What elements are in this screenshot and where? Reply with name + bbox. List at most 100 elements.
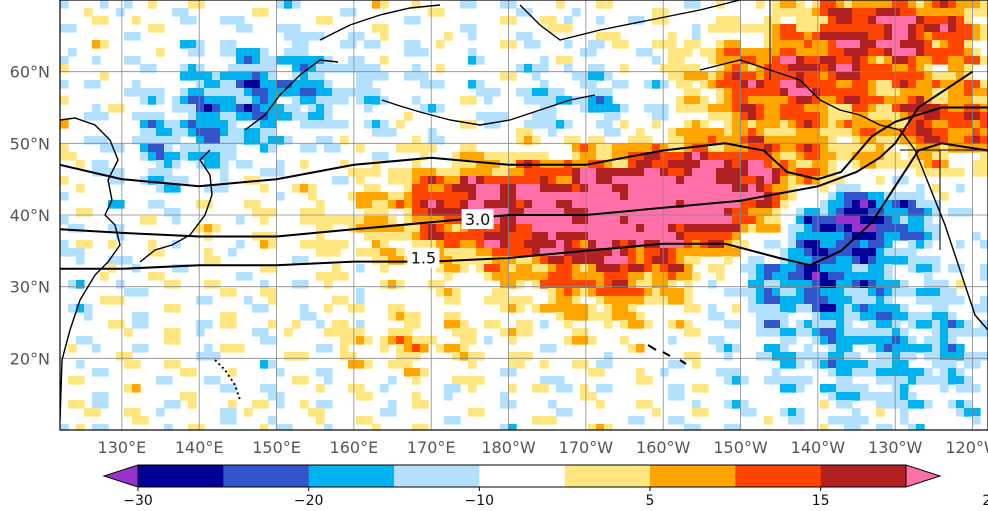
anomaly-cell	[316, 232, 325, 241]
anomaly-cell	[108, 296, 117, 305]
anomaly-cell	[508, 360, 517, 369]
anomaly-cell	[220, 96, 229, 105]
anomaly-cell	[924, 312, 933, 321]
anomaly-cell	[468, 96, 477, 105]
longitude-tick-label: 170°E	[407, 438, 456, 457]
anomaly-cell	[692, 184, 701, 193]
anomaly-cell	[356, 216, 365, 225]
anomaly-cell	[292, 24, 301, 33]
anomaly-cell	[156, 152, 165, 161]
anomaly-cell	[980, 264, 988, 273]
anomaly-cell	[540, 112, 549, 121]
anomaly-cell	[876, 136, 885, 145]
anomaly-cell	[612, 216, 621, 225]
anomaly-cell	[372, 208, 381, 217]
anomaly-cell	[260, 424, 269, 430]
anomaly-cell	[740, 408, 749, 417]
anomaly-cell	[764, 224, 773, 233]
anomaly-cell	[868, 256, 877, 265]
anomaly-cell	[364, 72, 373, 81]
anomaly-cell	[500, 296, 509, 305]
anomaly-cell	[916, 288, 925, 297]
anomaly-cell	[956, 384, 965, 393]
anomaly-cell	[916, 184, 925, 193]
anomaly-cell	[468, 408, 477, 417]
anomaly-cell	[860, 392, 869, 401]
anomaly-cell	[940, 16, 949, 25]
anomaly-cell	[668, 72, 677, 81]
anomaly-cell	[588, 392, 597, 401]
anomaly-cell	[732, 320, 741, 329]
anomaly-cell	[372, 200, 381, 209]
anomaly-cell	[564, 16, 573, 25]
anomaly-cell	[828, 248, 837, 257]
anomaly-cell	[404, 320, 413, 329]
anomaly-cell	[860, 296, 869, 305]
anomaly-cell	[180, 264, 189, 273]
anomaly-cell	[916, 368, 925, 377]
anomaly-cell	[924, 168, 933, 177]
anomaly-cell	[700, 160, 709, 169]
anomaly-cell	[812, 104, 821, 113]
anomaly-cell	[676, 72, 685, 81]
anomaly-cell	[588, 304, 597, 313]
anomaly-cell	[828, 280, 837, 289]
anomaly-cell	[972, 136, 981, 145]
anomaly-cell	[60, 216, 69, 225]
anomaly-cell	[884, 304, 893, 313]
anomaly-cell	[412, 144, 421, 153]
anomaly-cell	[172, 328, 181, 337]
anomaly-cell	[836, 120, 845, 129]
anomaly-cell	[908, 264, 917, 273]
anomaly-cell	[828, 224, 837, 233]
anomaly-cell	[452, 208, 461, 217]
anomaly-cell	[508, 152, 517, 161]
anomaly-cell	[516, 328, 525, 337]
anomaly-cell	[524, 296, 533, 305]
anomaly-cell	[788, 176, 797, 185]
anomaly-cell	[420, 232, 429, 241]
anomaly-cell	[92, 400, 101, 409]
anomaly-cell	[684, 280, 693, 289]
anomaly-cell	[916, 168, 925, 177]
anomaly-cell	[924, 352, 933, 361]
anomaly-cell	[676, 208, 685, 217]
anomaly-cell	[164, 360, 173, 369]
anomaly-cell	[116, 176, 125, 185]
anomaly-cell	[652, 224, 661, 233]
anomaly-cell	[908, 320, 917, 329]
anomaly-cell	[476, 352, 485, 361]
anomaly-cell	[316, 64, 325, 73]
anomaly-cell	[596, 136, 605, 145]
anomaly-cell	[860, 80, 869, 89]
anomaly-cell	[252, 72, 261, 81]
anomaly-cell	[852, 48, 861, 57]
anomaly-cell	[388, 360, 397, 369]
anomaly-cell	[916, 344, 925, 353]
anomaly-cell	[588, 48, 597, 57]
anomaly-cell	[236, 104, 245, 113]
anomaly-cell	[964, 136, 973, 145]
anomaly-cell	[676, 288, 685, 297]
anomaly-cell	[356, 88, 365, 97]
anomaly-cell	[812, 72, 821, 81]
anomaly-cell	[892, 400, 901, 409]
anomaly-cell	[708, 144, 717, 153]
anomaly-cell	[668, 56, 677, 65]
anomaly-cell	[604, 272, 613, 281]
anomaly-cell	[556, 88, 565, 97]
anomaly-cell	[764, 280, 773, 289]
anomaly-cell	[788, 328, 797, 337]
anomaly-cell	[700, 96, 709, 105]
anomaly-cell	[812, 40, 821, 49]
anomaly-cell	[684, 256, 693, 265]
anomaly-cell	[228, 368, 237, 377]
anomaly-cell	[796, 120, 805, 129]
anomaly-cell	[660, 160, 669, 169]
anomaly-cell	[316, 120, 325, 129]
anomaly-cell	[188, 368, 197, 377]
anomaly-cell	[732, 176, 741, 185]
anomaly-cell	[732, 216, 741, 225]
anomaly-cell	[772, 16, 781, 25]
anomaly-cell	[884, 40, 893, 49]
